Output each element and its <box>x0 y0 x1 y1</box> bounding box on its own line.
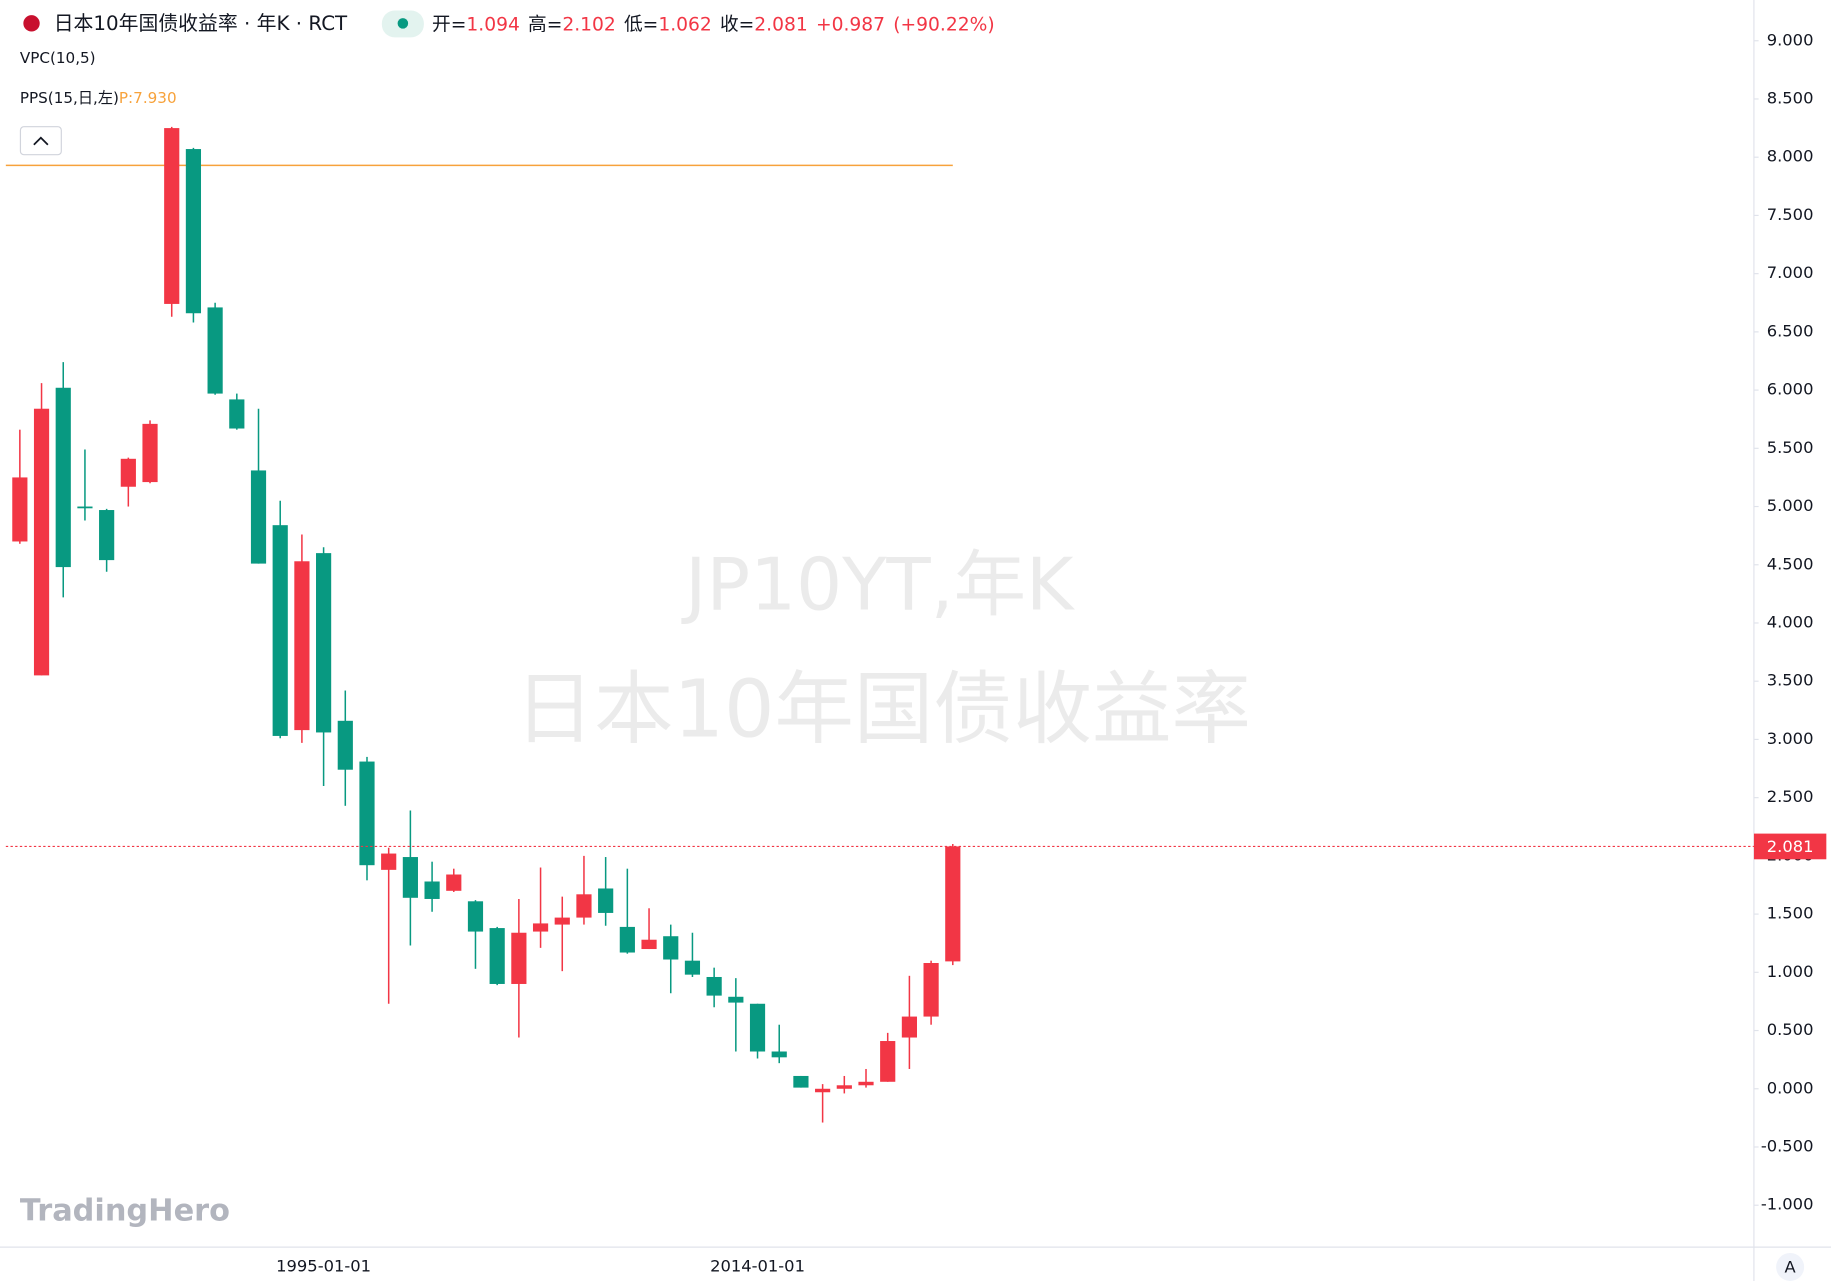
last-price-label: 2.081 <box>1767 837 1814 856</box>
candle-body <box>532 923 549 932</box>
candle-body <box>467 901 484 932</box>
candle-body <box>424 881 440 899</box>
candle-body <box>316 553 332 733</box>
candle-body <box>945 846 961 962</box>
last-price-box <box>1753 833 1827 860</box>
ohlc-legend: 开=1.094 高=2.102 低=1.062 收=2.081 +0.987 (+90.2… <box>432 14 995 35</box>
candle-body <box>489 928 505 984</box>
y-tick-label: 8.000 <box>1767 147 1814 166</box>
candle-body <box>33 408 50 676</box>
candle-body <box>880 1041 896 1082</box>
ohlc-key: 低= <box>624 14 658 35</box>
candle-body <box>142 423 158 483</box>
candle-body <box>229 399 245 429</box>
candle-body <box>446 874 462 891</box>
y-tick-label: 4.000 <box>1767 612 1814 631</box>
candle-body <box>663 936 679 960</box>
pps-value: P:7.930 <box>119 89 177 107</box>
pps-name: PPS(15,日,左) <box>20 89 119 107</box>
y-tick-label: 7.000 <box>1767 263 1814 282</box>
y-tick-label: 2.500 <box>1767 787 1814 806</box>
symbol-icon <box>23 15 40 32</box>
candle-body <box>815 1088 831 1093</box>
x-tick-label: 2014-01-01 <box>710 1256 805 1275</box>
y-tick-label: 1.000 <box>1767 962 1814 981</box>
candle-body <box>511 932 527 984</box>
candle-body <box>554 917 570 925</box>
collapse-button[interactable] <box>19 126 62 156</box>
logo: TradingHero <box>20 1194 230 1229</box>
x-tick-label: 1995-01-01 <box>276 1256 371 1275</box>
candle-body <box>793 1075 809 1088</box>
ohlc-value: 1.062 <box>658 14 711 35</box>
y-tick-label: 6.500 <box>1767 321 1814 340</box>
candle-body <box>728 996 744 1003</box>
candle-body <box>836 1085 852 1089</box>
ohlc-key: 高= <box>528 14 562 35</box>
candle-body <box>901 1016 917 1038</box>
candle-body <box>337 720 353 770</box>
collapse-icon <box>33 136 49 146</box>
candle-body <box>598 888 614 913</box>
candle-body <box>684 960 701 975</box>
candle-body <box>294 561 310 731</box>
y-tick-label: 0.000 <box>1767 1078 1814 1097</box>
y-tick-label: 3.500 <box>1767 671 1814 690</box>
y-tick-label: -0.500 <box>1761 1136 1814 1155</box>
indicator-label[interactable]: VPC(10,5) <box>20 49 96 67</box>
y-tick-label: 9.000 <box>1767 30 1814 49</box>
candle-body <box>576 894 592 918</box>
indicator-label[interactable]: PPS(15,日,左)P:7.930 <box>20 89 177 107</box>
ohlc-key: 开= <box>432 14 466 35</box>
candle-body <box>12 477 28 542</box>
watermark: JP10YT,年K 日本10年国债收益率 <box>515 544 1251 756</box>
candle-body <box>749 1003 766 1052</box>
candle-body <box>641 939 657 950</box>
auto-scale-label: A <box>1785 1258 1797 1277</box>
candle-body <box>55 387 71 568</box>
ohlc-value: 2.102 <box>562 14 615 35</box>
candle-body <box>381 853 397 870</box>
candle-body <box>185 149 202 314</box>
candle-body <box>272 525 288 736</box>
ohlc-key: 收= <box>720 14 754 35</box>
candle-body <box>99 510 115 561</box>
candle-body <box>250 470 267 564</box>
y-tick-label: 6.000 <box>1767 380 1814 399</box>
candle-body <box>619 926 635 953</box>
candle-body <box>77 506 93 509</box>
watermark-text: JP10YT,年K <box>681 544 1075 628</box>
y-tick-label: 7.500 <box>1767 205 1814 224</box>
candle-body <box>771 1051 787 1058</box>
candle-body <box>207 307 223 394</box>
candle-body <box>706 976 722 996</box>
change: +0.987 <box>816 14 885 35</box>
y-tick-label: 3.000 <box>1767 729 1814 748</box>
status-dot <box>397 18 409 29</box>
y-tick-label: -1.000 <box>1761 1195 1814 1214</box>
y-tick-label: 4.500 <box>1767 554 1814 573</box>
candle-body <box>120 458 136 487</box>
watermark-text: 日本10年国债收益率 <box>515 663 1251 756</box>
y-tick-label: 8.500 <box>1767 88 1814 107</box>
candle-body <box>359 761 375 866</box>
y-tick-label: 0.500 <box>1767 1020 1814 1039</box>
chart-title: 日本10年国债收益率 · 年K · RCT <box>54 12 348 35</box>
candle-body <box>164 128 180 304</box>
candle-body <box>402 857 418 898</box>
candle-body <box>923 963 939 1017</box>
auto-scale-button[interactable] <box>1776 1252 1805 1281</box>
y-tick-label: 5.500 <box>1767 438 1814 457</box>
ohlc-value: 2.081 <box>754 14 807 35</box>
change-pct: (+90.22%) <box>893 14 994 35</box>
y-tick-label: 5.000 <box>1767 496 1814 515</box>
candle-body <box>858 1081 874 1086</box>
y-tick-label: 1.500 <box>1767 904 1814 923</box>
ohlc-value: 1.094 <box>466 14 519 35</box>
plot-area <box>5 126 1754 1123</box>
